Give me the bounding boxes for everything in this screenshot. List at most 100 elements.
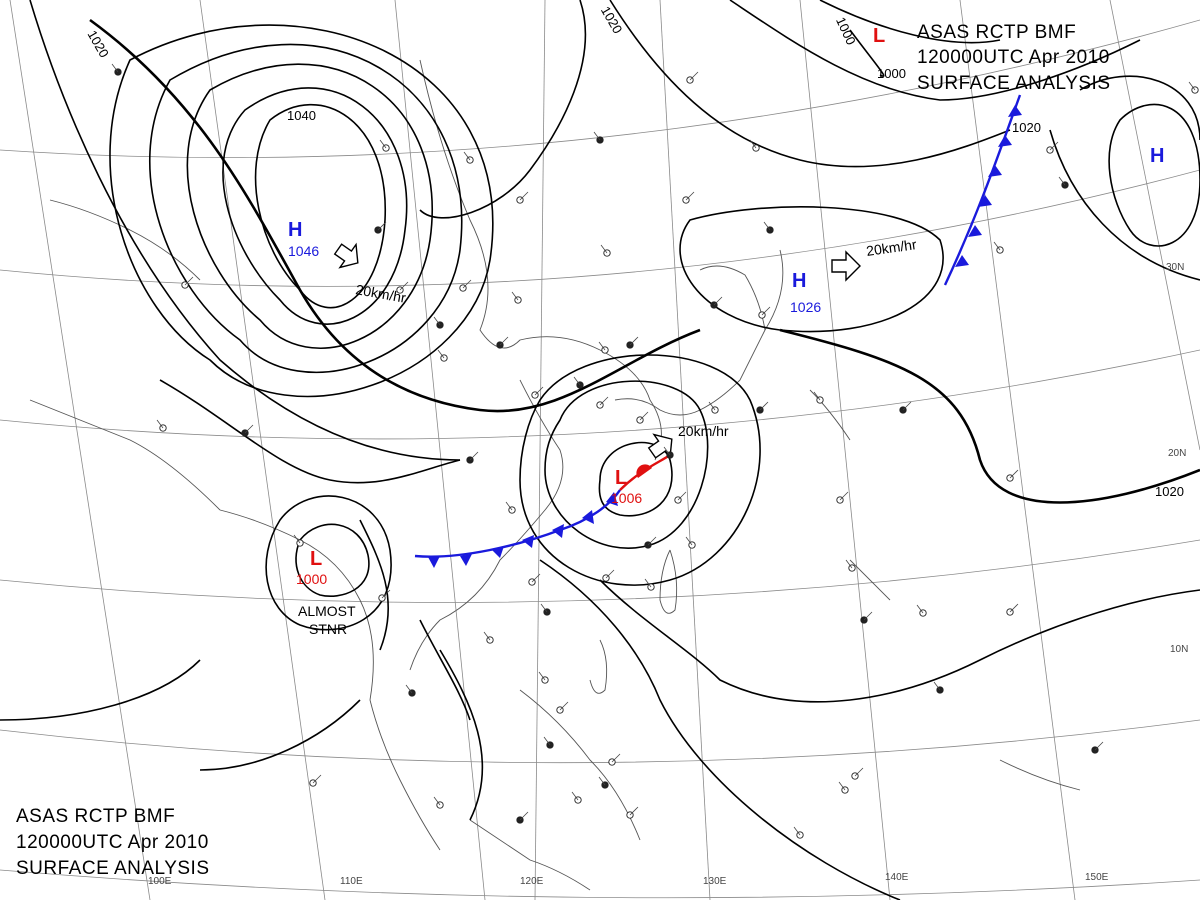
wind-barb bbox=[381, 589, 391, 599]
wind-barb bbox=[600, 244, 608, 254]
longitude-label: 150E bbox=[1085, 872, 1109, 883]
wind-barb bbox=[813, 391, 821, 401]
wind-barb bbox=[838, 781, 846, 791]
wind-barb bbox=[111, 63, 119, 73]
low-center-north: L bbox=[873, 25, 885, 47]
wind-barb bbox=[505, 501, 513, 511]
wind-barb bbox=[1094, 741, 1104, 751]
wind-barb bbox=[761, 306, 771, 316]
motion-arrow-low bbox=[647, 433, 673, 460]
latitude-label: 20N bbox=[1168, 448, 1186, 459]
warm-front bbox=[619, 454, 671, 491]
high-center-east: H bbox=[1150, 145, 1164, 167]
wind-barb bbox=[759, 401, 769, 411]
wind-barb bbox=[462, 279, 472, 289]
wind-barb bbox=[156, 419, 164, 429]
high-letter: H bbox=[288, 219, 302, 241]
wind-barb bbox=[902, 401, 912, 411]
wind-barb bbox=[611, 753, 621, 763]
footer-title-line3: SURFACE ANALYSIS bbox=[16, 858, 210, 879]
wind-barb bbox=[689, 71, 699, 81]
header-title-line3: SURFACE ANALYSIS bbox=[917, 73, 1111, 94]
isobar-label: 1000 bbox=[877, 66, 906, 81]
wind-barb bbox=[184, 276, 194, 286]
header-bottom-left: ASAS RCTP BMF 120000UTC Apr 2010 SURFACE… bbox=[16, 806, 210, 879]
wind-barb bbox=[534, 386, 544, 396]
longitude-label: 100E bbox=[148, 876, 172, 887]
low-center-indochina: L 1000 bbox=[296, 548, 327, 587]
longitude-label: 140E bbox=[885, 872, 909, 883]
wind-barb bbox=[793, 826, 801, 836]
header-title-line1: ASAS RCTP BMF bbox=[917, 22, 1076, 43]
wind-barb bbox=[1188, 81, 1196, 91]
low-letter: L bbox=[615, 467, 627, 489]
wind-barb bbox=[499, 336, 509, 346]
wind-barb bbox=[244, 424, 254, 434]
wind-barb bbox=[405, 684, 413, 694]
header-top-right: ASAS RCTP BMF 120000UTC Apr 2010 SURFACE… bbox=[917, 22, 1111, 94]
wind-barb bbox=[531, 573, 541, 583]
motion-speed-label: 20km/hr bbox=[865, 236, 918, 259]
wind-barb bbox=[629, 806, 639, 816]
stationary-note-line2: STNR bbox=[309, 621, 347, 637]
footer-title-line2: 120000UTC Apr 2010 bbox=[16, 832, 209, 853]
wind-barb bbox=[647, 536, 657, 546]
motion-arrow-high-east bbox=[831, 250, 861, 282]
latitude-label: 10N bbox=[1170, 644, 1188, 655]
isobar-label: 1040 bbox=[287, 108, 316, 123]
wind-barb bbox=[433, 316, 441, 326]
wind-barb bbox=[708, 401, 716, 411]
wind-barb bbox=[599, 396, 609, 406]
longitude-label: 110E bbox=[340, 876, 363, 887]
wind-barb bbox=[598, 776, 606, 786]
wind-barb bbox=[763, 221, 771, 231]
stationary-note-line1: ALMOST bbox=[298, 603, 356, 619]
wind-barb bbox=[1049, 141, 1059, 151]
wind-barb bbox=[749, 139, 757, 149]
wind-barb bbox=[433, 796, 441, 806]
wind-barb bbox=[437, 349, 445, 359]
high-value: 1026 bbox=[790, 299, 821, 315]
wind-barb bbox=[598, 341, 606, 351]
motion-speed-label: 20km/hr bbox=[678, 423, 729, 439]
wind-barb bbox=[593, 131, 601, 141]
motion-arrow-high-west bbox=[333, 242, 359, 269]
wind-barb bbox=[1009, 469, 1019, 479]
wind-barb bbox=[933, 681, 941, 691]
longitude-label: 130E bbox=[703, 876, 727, 887]
wind-barb bbox=[677, 491, 687, 501]
wind-barb bbox=[854, 767, 864, 777]
eastern-cold-front bbox=[943, 94, 1022, 286]
wind-barb bbox=[605, 569, 615, 579]
high-center-pacific: H 1026 bbox=[790, 270, 821, 315]
wind-barb bbox=[644, 578, 652, 588]
low-value: 1006 bbox=[611, 490, 642, 506]
header-title-line2: 120000UTC Apr 2010 bbox=[917, 47, 1110, 68]
wind-barb bbox=[559, 701, 569, 711]
wind-barb bbox=[629, 336, 639, 346]
wind-barb bbox=[540, 603, 548, 613]
wind-barb bbox=[1009, 603, 1019, 613]
high-letter: H bbox=[792, 270, 806, 292]
wind-barb bbox=[293, 534, 301, 544]
high-letter: H bbox=[1150, 145, 1164, 167]
wind-barb bbox=[377, 221, 387, 231]
high-value: 1046 bbox=[288, 243, 319, 259]
isobar-label: 1020 bbox=[1155, 484, 1184, 499]
high-center-siberia: H 1046 bbox=[288, 219, 319, 259]
wind-barb bbox=[639, 411, 649, 421]
longitude-labels: 100E 110E 120E 130E 140E 150E bbox=[148, 872, 1109, 887]
wind-barb bbox=[685, 536, 693, 546]
latitude-label: 30N bbox=[1166, 262, 1184, 273]
wind-barb bbox=[993, 241, 1001, 251]
wind-barb bbox=[511, 291, 519, 301]
wind-barb bbox=[1058, 176, 1066, 186]
cold-front bbox=[414, 489, 621, 568]
wind-barb bbox=[713, 296, 723, 306]
low-center-taiwan: L 1006 bbox=[611, 467, 642, 506]
low-letter: L bbox=[873, 25, 885, 47]
low-letter: L bbox=[310, 548, 322, 570]
